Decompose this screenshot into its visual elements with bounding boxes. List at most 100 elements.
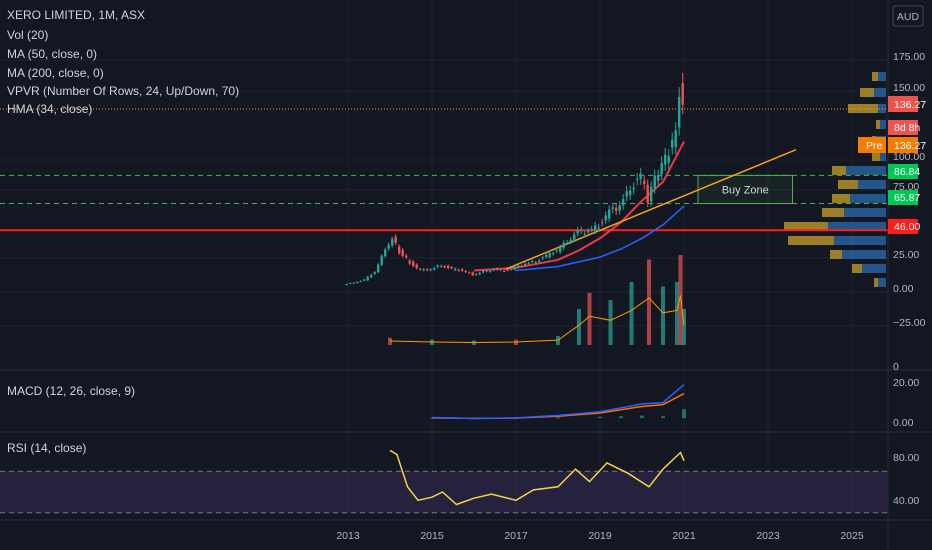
volume-bar [675, 282, 679, 345]
candle-body [576, 229, 579, 234]
candle-body [503, 270, 506, 272]
candle-body [429, 269, 432, 271]
volume-profile-up [862, 264, 886, 273]
candle-body [363, 279, 366, 281]
symbol-title[interactable]: XERO LIMITED, 1M, ASX [7, 8, 146, 22]
volume-profile [784, 72, 886, 287]
candle-body [667, 156, 670, 163]
indicator-legend-ma200[interactable]: MA (200, close, 0) [7, 66, 104, 80]
support-value: 46.00 [894, 221, 920, 233]
volume-profile-up [878, 104, 886, 113]
candle-body [545, 254, 548, 257]
volume-profile-down [838, 180, 858, 189]
candle-body [496, 268, 499, 270]
volume-profile-down [874, 278, 878, 287]
candle-body [622, 198, 625, 206]
candle-body [356, 281, 359, 283]
indicator-legend-volume[interactable]: Vol (20) [7, 28, 49, 42]
volume-profile-down [876, 120, 880, 129]
candle-body [555, 250, 558, 252]
volume-profile-down [860, 88, 874, 97]
candle-body [391, 238, 394, 246]
macd-histogram-bar [619, 416, 623, 419]
candle-body [443, 266, 446, 268]
last-price-badge [888, 96, 918, 112]
candle-body [594, 225, 597, 231]
candle-body [643, 180, 646, 185]
candle-body [394, 236, 397, 243]
lower-zone-badge [888, 190, 918, 205]
volume-profile-up [842, 250, 886, 259]
pre-value-badge [888, 137, 918, 153]
upper-zone-value: 86.84 [894, 166, 920, 178]
rsi-legend[interactable]: RSI (14, close) [7, 441, 87, 455]
price-tick: 100.00 [893, 151, 925, 163]
candle-body [408, 260, 411, 264]
price-tick: 0.00 [893, 283, 914, 295]
pre-tag: Pre [866, 140, 883, 152]
time-axis[interactable]: 2013 2015 2017 2019 2021 2023 2025 [336, 530, 864, 542]
candle-body [538, 260, 541, 262]
candle-body [384, 249, 387, 257]
trendline [505, 149, 797, 270]
currency-badge[interactable] [892, 5, 924, 27]
candle-body [597, 227, 600, 229]
indicator-legend-vpvr[interactable]: VPVR (Number Of Rows, 24, Up/Down, 70) [7, 84, 240, 98]
candles [345, 72, 684, 286]
candle-body [412, 261, 415, 266]
candle-body [671, 139, 674, 148]
time-tick: 2015 [420, 530, 444, 542]
candle-body [559, 247, 562, 252]
volume-profile-up [850, 194, 886, 203]
candle-body [415, 264, 418, 269]
macd-histogram-bar [661, 416, 665, 419]
currency-label: AUD [897, 11, 920, 23]
grid [0, 0, 888, 520]
volume-profile-down [784, 222, 828, 231]
volume-profile-down [788, 236, 834, 245]
buy-zone[interactable]: Buy Zone [697, 174, 793, 205]
candle-body [440, 265, 443, 267]
rsi-tick: 40.00 [893, 495, 919, 507]
macd-histogram-bar [682, 409, 686, 419]
candle-body [454, 268, 457, 271]
price-tick: 150.00 [893, 82, 925, 94]
volume-bar [629, 282, 634, 345]
candle-body [349, 282, 352, 284]
candle-body [611, 207, 614, 209]
candle-body [513, 267, 516, 270]
volume-profile-down [822, 208, 844, 217]
rsi-band [0, 471, 888, 513]
candle-body [629, 190, 632, 196]
candle-body [398, 246, 401, 254]
price-axis[interactable]: AUD 175.00 150.00 100.00 75.00 25.00 0.0… [858, 5, 926, 507]
candle-body [345, 284, 348, 286]
volume-profile-down [872, 72, 878, 81]
candle-body [436, 265, 439, 267]
candle-body [366, 276, 369, 281]
candle-body [664, 154, 667, 165]
candle-body [499, 269, 502, 271]
price-tick: 25.00 [893, 249, 919, 261]
candle-body [492, 269, 495, 271]
candle-body [590, 228, 593, 230]
time-tick: 2017 [504, 530, 528, 542]
macd-legend[interactable]: MACD (12, 26, close, 9) [7, 384, 136, 398]
candle-body [464, 271, 467, 273]
volume-profile-down [848, 104, 878, 113]
candle-body [524, 263, 527, 266]
indicator-legend-ma50[interactable]: MA (50, close, 0) [7, 47, 98, 61]
candle-body [566, 242, 569, 244]
macd-histogram-bar [598, 416, 602, 419]
volume-profile-down [852, 264, 862, 273]
candle-body [450, 267, 453, 269]
candle-body [457, 269, 460, 271]
volume-profile-up [844, 208, 886, 217]
buy-zone-rect[interactable] [697, 174, 793, 205]
candle-body [678, 96, 681, 128]
indicator-legend-hma[interactable]: HMA (34, close) [7, 102, 93, 116]
volume-bar [678, 255, 683, 345]
time-tick: 2019 [588, 530, 612, 542]
